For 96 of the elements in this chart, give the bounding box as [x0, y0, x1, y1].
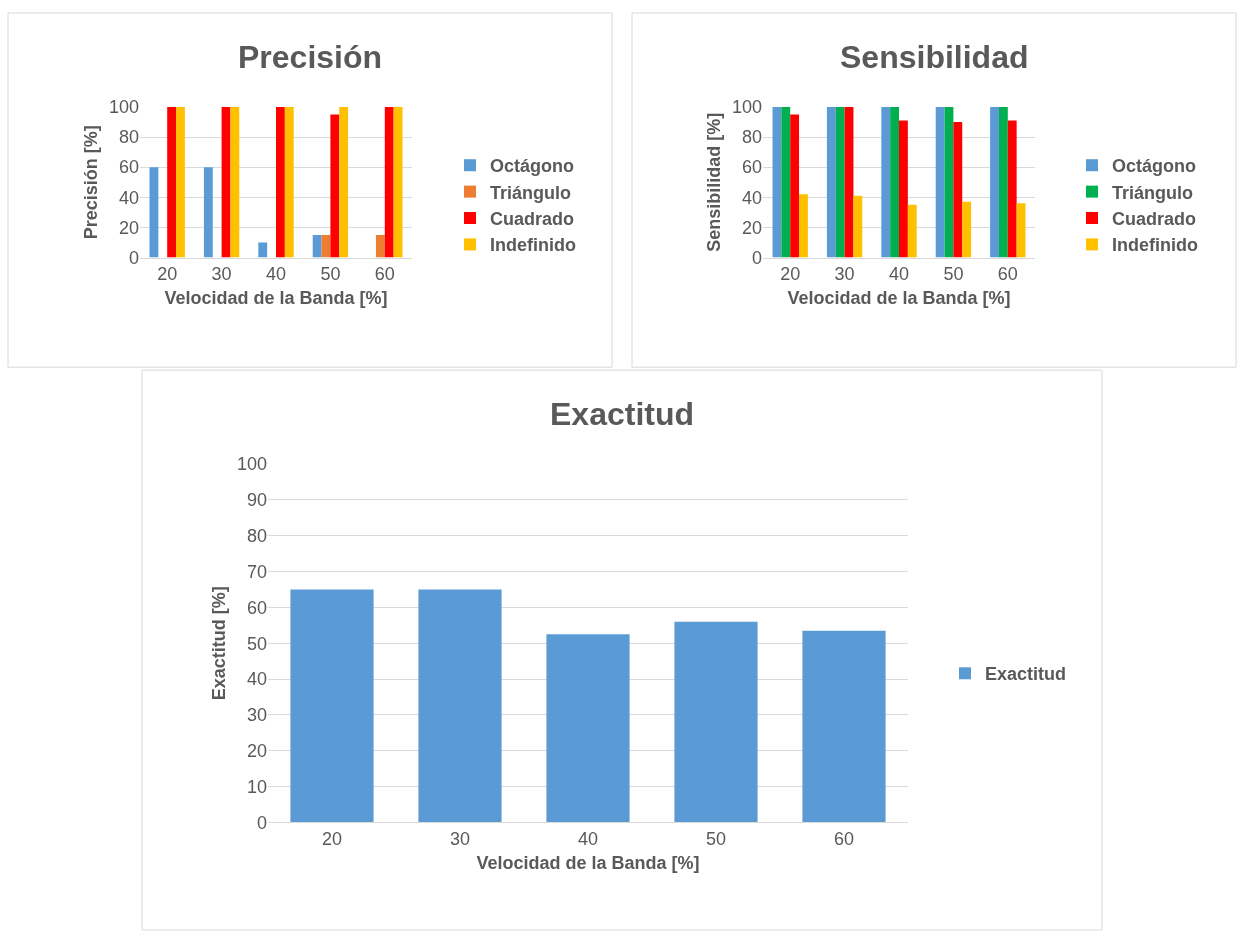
- bar: [844, 106, 854, 258]
- bar: [176, 106, 185, 258]
- x-tick-label: 20: [780, 264, 801, 285]
- x-tick-label: 60: [833, 828, 855, 849]
- bar: [835, 106, 845, 258]
- bar: [1007, 120, 1017, 258]
- y-tick-label: 0: [751, 247, 762, 268]
- y-tick-label: 70: [246, 561, 267, 582]
- bar: [881, 106, 891, 258]
- bar: [418, 589, 502, 823]
- bar: [393, 106, 403, 258]
- y-tick-label: 40: [246, 669, 267, 690]
- bar: [907, 204, 917, 258]
- y-axis-title: Precisión [%]: [81, 125, 102, 240]
- bar: [890, 106, 899, 258]
- x-axis-title: Velocidad de la Banda [%]: [476, 853, 700, 874]
- bar: [167, 106, 177, 258]
- legend-label: Cuadrado: [1112, 209, 1197, 230]
- bar: [384, 106, 394, 258]
- y-tick-label: 60: [246, 597, 267, 618]
- y-tick-label: 0: [128, 247, 139, 268]
- legend-label: Cuadrado: [490, 209, 575, 230]
- bar: [962, 201, 972, 258]
- bar: [998, 106, 1008, 258]
- y-tick-label: 40: [741, 187, 762, 208]
- y-tick-label: 20: [118, 217, 139, 238]
- bar: [258, 242, 268, 258]
- bar: [276, 106, 285, 258]
- y-tick-label: 50: [246, 633, 267, 654]
- y-axis-title: Sensibilidad [%]: [704, 112, 725, 252]
- chart-title: Sensibilidad: [840, 39, 1029, 75]
- bar: [799, 194, 808, 258]
- bar: [899, 120, 908, 258]
- bar: [284, 106, 294, 258]
- bar: [330, 114, 340, 258]
- y-tick-label: 80: [741, 127, 762, 148]
- y-tick-label: 20: [741, 217, 762, 238]
- bar: [935, 106, 945, 258]
- bar: [990, 106, 999, 258]
- x-axis-title: Velocidad de la Banda [%]: [787, 288, 1011, 309]
- x-tick-label: 60: [997, 264, 1018, 285]
- legend-label: Triángulo: [1112, 182, 1193, 203]
- bar: [790, 114, 800, 258]
- x-tick-label: 20: [321, 828, 343, 849]
- legend-label: Triángulo: [490, 182, 571, 203]
- x-tick-label: 40: [888, 264, 910, 285]
- bar: [149, 167, 159, 258]
- bar: [674, 621, 758, 823]
- x-tick-label: 50: [320, 264, 341, 285]
- y-tick-label: 0: [256, 812, 267, 833]
- x-tick-label: 40: [577, 828, 599, 849]
- bar: [203, 167, 213, 258]
- y-tick-label: 40: [118, 187, 139, 208]
- bar: [375, 235, 385, 258]
- bar: [1016, 203, 1026, 258]
- y-axis-title: Exactitud [%]: [209, 586, 230, 701]
- x-tick-label: 20: [157, 264, 178, 285]
- bar: [781, 106, 791, 258]
- bar: [230, 106, 240, 258]
- bar: [853, 195, 863, 258]
- x-tick-label: 60: [374, 264, 395, 285]
- bar: [802, 630, 886, 823]
- y-tick-label: 90: [246, 490, 267, 511]
- x-tick-label: 50: [705, 828, 727, 849]
- legend-label: Indefinido: [490, 235, 576, 256]
- x-tick-label: 50: [943, 264, 964, 285]
- y-tick-label: 20: [246, 741, 267, 761]
- y-tick-label: 60: [741, 157, 762, 178]
- bar: [312, 235, 322, 258]
- bar: [944, 106, 954, 258]
- legend-label: Octágono: [490, 156, 574, 177]
- bar: [290, 589, 374, 823]
- x-axis-title: Velocidad de la Banda [%]: [164, 288, 388, 309]
- y-tick-label: 100: [236, 454, 267, 475]
- y-tick-label: 80: [118, 127, 139, 148]
- y-tick-label: 80: [246, 526, 267, 547]
- bar: [772, 106, 782, 258]
- bar: [953, 121, 963, 258]
- legend-label: Indefinido: [1112, 235, 1198, 256]
- x-tick-label: 30: [211, 264, 232, 285]
- x-tick-label: 30: [449, 828, 471, 849]
- y-tick-label: 100: [731, 97, 762, 118]
- y-tick-label: 100: [108, 97, 139, 118]
- x-tick-label: 40: [265, 264, 287, 285]
- bar: [339, 106, 349, 258]
- chart-title: Precisión: [238, 39, 383, 75]
- y-tick-label: 30: [246, 705, 267, 726]
- y-tick-label: 60: [118, 157, 139, 178]
- legend-label: Exactitud: [985, 664, 1067, 685]
- bar: [546, 634, 630, 823]
- chart-title: Exactitud: [550, 396, 695, 432]
- bar: [221, 106, 231, 258]
- legend-label: Octágono: [1112, 156, 1196, 177]
- x-tick-label: 30: [834, 264, 855, 285]
- bar: [826, 106, 836, 258]
- y-tick-label: 10: [246, 776, 267, 797]
